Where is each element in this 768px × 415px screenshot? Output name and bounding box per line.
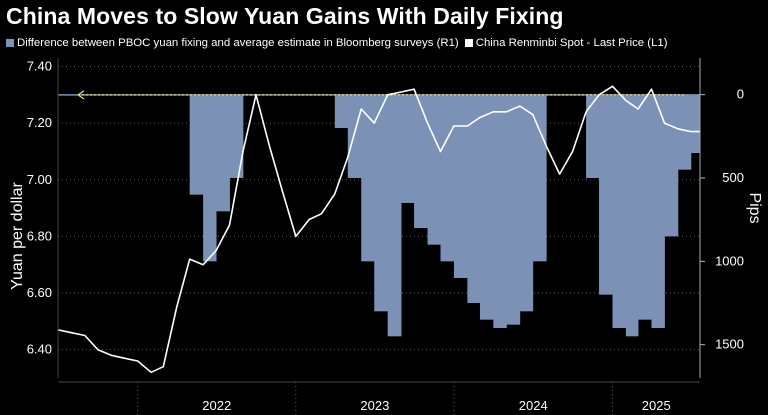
pips-bar [453, 94, 468, 279]
gridlines [58, 65, 700, 415]
pips-bar [586, 94, 600, 178]
pips-bar [664, 94, 679, 237]
x-tick-label: 2025 [642, 398, 671, 413]
y-right-tick-label: 1000 [715, 253, 744, 268]
legend-label-spot: China Renminbi Spot - Last Price (L1) [475, 37, 668, 49]
y-right-tick-label: 0 [737, 87, 744, 102]
pips-bar [519, 94, 534, 312]
legend-item-pips: Difference between PBOC yuan fixing and … [6, 37, 459, 49]
pips-bar [229, 94, 244, 178]
chart-title: China Moves to Slow Yuan Gains With Dail… [6, 3, 564, 29]
y-left-axis-title: Yuan per dollar [9, 182, 26, 290]
axes [57, 58, 705, 383]
legend-label-pips: Difference between PBOC yuan fixing and … [17, 37, 459, 49]
reference-line [77, 90, 686, 100]
pips-bar [479, 94, 494, 320]
x-tick-label: 2024 [519, 398, 548, 413]
pips-area [58, 94, 701, 337]
pips-bar [493, 94, 507, 329]
pips-bar [677, 94, 692, 170]
pips-bar [612, 94, 627, 329]
pips-bar [347, 94, 362, 178]
pips-bar [690, 94, 701, 153]
y-left-tick-label: 7.00 [27, 172, 52, 187]
y-right-axis-title: Pips [746, 192, 763, 223]
y-left-tick-label: 6.40 [27, 342, 52, 357]
legend-swatch-spot [464, 39, 473, 47]
y-left-tick-label: 6.60 [27, 285, 52, 300]
reference-arrow-head [77, 90, 85, 100]
x-tick-label: 2023 [360, 398, 389, 413]
pips-bar [427, 94, 441, 245]
pips-bar [203, 94, 217, 262]
legend-item-spot: China Renminbi Spot - Last Price (L1) [464, 37, 668, 49]
legend: Difference between PBOC yuan fixing and … [6, 37, 674, 49]
pips-bar [638, 94, 652, 320]
pips-bar [414, 94, 428, 229]
axis-labels: 6.40 6.60 6.80 7.00 7.20 7.40 0 500 1000 1500 2022… [9, 58, 763, 413]
legend-swatch-pips [6, 39, 14, 47]
pips-bar [599, 94, 613, 295]
pips-bar [467, 94, 481, 304]
pips-bar [401, 94, 415, 203]
y-right-tick-label: 500 [722, 170, 744, 185]
pips-bar [334, 94, 349, 128]
pips-bar [651, 94, 665, 329]
pips-bar [189, 94, 204, 195]
y-right-tick-label: 1500 [715, 337, 744, 352]
y-left-tick-label: 6.80 [27, 228, 52, 243]
pips-bar [440, 94, 455, 262]
pips-bar [506, 94, 521, 325]
y-left-tick-label: 7.40 [27, 58, 52, 73]
pips-bar [361, 94, 375, 262]
pips-bar [387, 94, 402, 337]
pips-bar [374, 94, 389, 312]
y-left-tick-label: 7.20 [27, 115, 52, 130]
pips-bar [216, 94, 230, 212]
x-tick-label: 2022 [202, 398, 231, 413]
pips-bar [625, 94, 639, 337]
spot-price-line [57, 85, 700, 374]
spot-price-polyline [57, 85, 700, 374]
pips-bar [532, 94, 547, 262]
